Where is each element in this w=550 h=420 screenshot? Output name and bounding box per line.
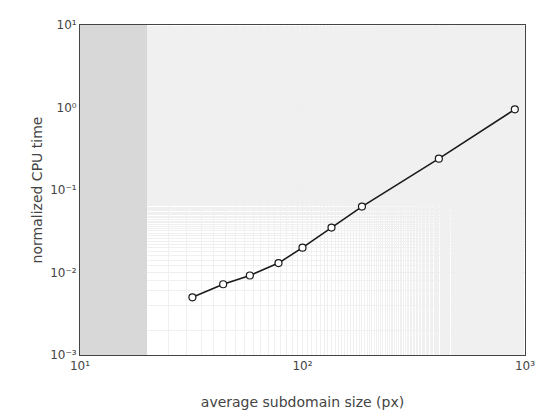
svg-text:normalized CPU time: normalized CPU time	[29, 117, 45, 264]
svg-text:10⁰: 10⁰	[57, 101, 77, 115]
svg-text:10⁻³: 10⁻³	[50, 348, 77, 362]
svg-text:10⁻¹: 10⁻¹	[50, 183, 77, 197]
svg-text:10¹: 10¹	[57, 18, 77, 32]
svg-text:average subdomain size (px): average subdomain size (px)	[201, 394, 404, 410]
svg-text:10⁻²: 10⁻²	[50, 266, 77, 280]
svg-text:10²: 10²	[292, 359, 312, 373]
svg-text:10³: 10³	[515, 359, 535, 373]
svg-text:10¹: 10¹	[70, 359, 90, 373]
